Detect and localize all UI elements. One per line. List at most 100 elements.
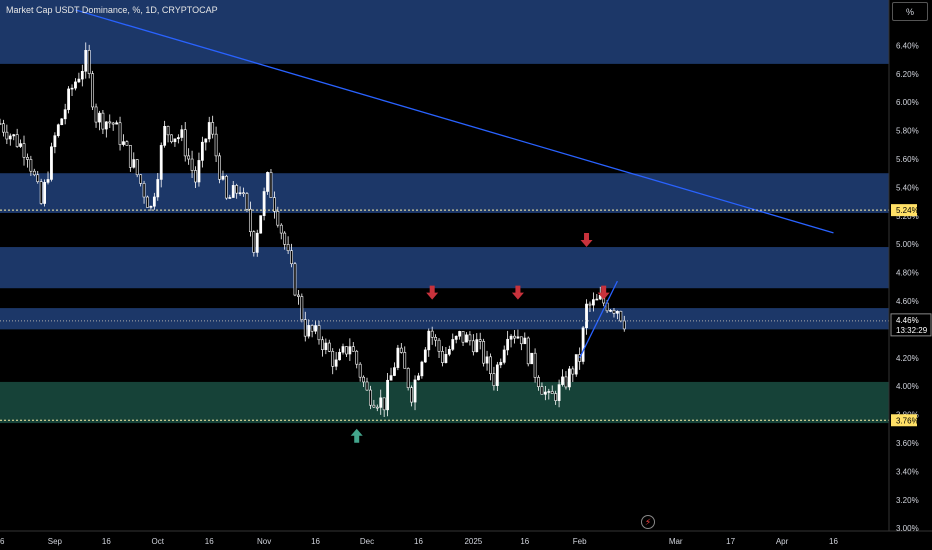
y-tick-label: 4.80% bbox=[896, 269, 919, 278]
candle-body bbox=[5, 131, 9, 140]
candle-body bbox=[67, 88, 71, 110]
unit-toggle-button[interactable]: % bbox=[892, 2, 928, 21]
candle-body bbox=[22, 143, 26, 158]
candle-body bbox=[537, 377, 540, 387]
candle-body bbox=[358, 363, 362, 378]
candle-body bbox=[231, 185, 235, 198]
candle-body bbox=[482, 341, 486, 364]
candle-body bbox=[74, 81, 77, 89]
candle-body bbox=[485, 356, 489, 364]
last-price-label: 4.46% bbox=[896, 316, 919, 325]
candle-body bbox=[612, 310, 616, 314]
candle-body bbox=[259, 215, 263, 234]
candle-body bbox=[475, 339, 479, 353]
candle-body bbox=[509, 335, 513, 340]
candle-body bbox=[290, 250, 293, 265]
candle-body bbox=[567, 368, 571, 388]
candle-body bbox=[197, 160, 201, 183]
candle-body bbox=[80, 70, 84, 80]
y-tick-label: 5.80% bbox=[896, 127, 919, 136]
last-price-badge bbox=[890, 313, 932, 337]
candle-body bbox=[540, 386, 544, 395]
candle-body bbox=[434, 336, 438, 341]
y-tick-label: 3.60% bbox=[896, 439, 919, 448]
candle-body bbox=[406, 368, 410, 388]
price-level-badge bbox=[891, 414, 917, 427]
candle-body bbox=[585, 303, 588, 329]
candle-body bbox=[142, 183, 146, 198]
candle-body bbox=[619, 310, 623, 322]
candle-body bbox=[39, 181, 43, 204]
y-tick-label: 4.20% bbox=[896, 354, 919, 363]
candle-body bbox=[132, 159, 136, 168]
candle-body bbox=[561, 376, 564, 385]
candle-body bbox=[283, 232, 287, 245]
candle-body bbox=[70, 87, 74, 90]
lines-layer bbox=[0, 9, 889, 421]
candle-body bbox=[379, 397, 383, 408]
candle-body bbox=[513, 335, 516, 339]
candle-body bbox=[12, 134, 16, 137]
y-tick-label: 3.40% bbox=[896, 467, 919, 476]
candle-body bbox=[108, 121, 112, 124]
candle-body bbox=[200, 141, 204, 161]
down-arrow-icon bbox=[511, 285, 524, 300]
candle-body bbox=[530, 352, 534, 365]
candle-body bbox=[300, 296, 304, 320]
candle-body bbox=[63, 109, 67, 120]
candle-body bbox=[519, 336, 523, 345]
x-tick-label: 16 bbox=[311, 537, 320, 546]
candle-body bbox=[122, 141, 125, 145]
x-tick-label: Oct bbox=[152, 537, 165, 546]
y-tick-label: 4.60% bbox=[896, 297, 919, 306]
candle-body bbox=[194, 170, 197, 183]
support-zone bbox=[0, 381, 889, 424]
lightning-icon[interactable]: ⚡ bbox=[641, 515, 655, 529]
candle-body bbox=[465, 334, 468, 343]
candle-body bbox=[331, 351, 335, 367]
candle-body bbox=[502, 349, 506, 363]
candle-body bbox=[550, 391, 554, 394]
candle-body bbox=[60, 118, 64, 126]
candle-body bbox=[554, 393, 558, 401]
y-tick-label: 5.60% bbox=[896, 155, 919, 164]
candle-body bbox=[348, 346, 352, 355]
candle-body bbox=[98, 112, 101, 123]
price-level-label: 3.76% bbox=[896, 416, 919, 425]
candle-body bbox=[111, 122, 115, 125]
candle-body bbox=[183, 129, 187, 157]
price-level-label: 5.24% bbox=[896, 206, 919, 215]
candle-body bbox=[399, 347, 403, 353]
candle-body bbox=[413, 379, 417, 403]
candle-body bbox=[235, 185, 239, 194]
resistance-zone bbox=[0, 173, 889, 213]
x-tick-label: 16 bbox=[414, 537, 423, 546]
candle-body bbox=[595, 298, 599, 301]
candle-body bbox=[156, 179, 160, 198]
candle-body bbox=[403, 352, 407, 369]
x-tick-label: 16 bbox=[829, 537, 838, 546]
x-tick-label: Nov bbox=[257, 537, 271, 546]
candle-body bbox=[303, 319, 307, 337]
candle-body bbox=[152, 196, 156, 207]
candle-body bbox=[341, 346, 345, 353]
y-tick-label: 3.20% bbox=[896, 496, 919, 505]
candle-body bbox=[84, 50, 88, 72]
price-axis[interactable]: 6.40% 6.20% 6.00% 5.80% 5.60% 5.40% 5.20% 5.00%… bbox=[890, 41, 932, 533]
x-tick-label: Feb bbox=[573, 537, 587, 546]
candle-body bbox=[609, 310, 612, 312]
candle-body bbox=[163, 126, 167, 146]
candle-body bbox=[523, 337, 527, 345]
candle-body bbox=[77, 78, 81, 83]
time-axis[interactable]: 16 Sep 16 Oct 16 Nov 16 Dec 16 2025 16 Feb Mar 17 Apr 1… bbox=[0, 537, 838, 546]
candle-body bbox=[581, 327, 585, 362]
candle-body bbox=[276, 211, 280, 226]
candle-body bbox=[588, 303, 592, 306]
candle-body bbox=[211, 122, 215, 135]
x-tick-label: 16 bbox=[0, 537, 5, 546]
candle-body bbox=[224, 175, 228, 199]
candle-body bbox=[221, 175, 225, 180]
candle-body bbox=[50, 146, 53, 180]
candle-body bbox=[557, 384, 561, 401]
